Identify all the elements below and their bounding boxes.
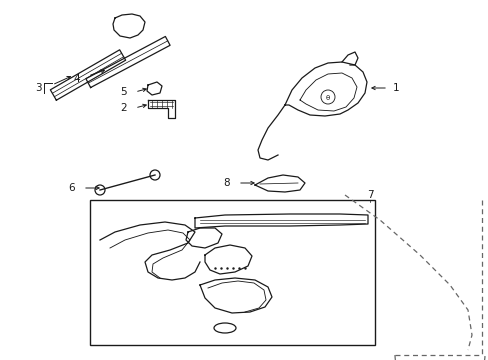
Text: 1: 1 [392,83,399,93]
Text: θ: θ [325,95,329,101]
Text: 6: 6 [68,183,75,193]
Text: 4: 4 [73,74,80,84]
Bar [90,200,374,345]
Text: 3: 3 [35,83,41,93]
Text: 8: 8 [223,178,229,188]
Text: 7: 7 [366,190,372,200]
Text: 5: 5 [120,87,127,97]
Text: 2: 2 [120,103,127,113]
